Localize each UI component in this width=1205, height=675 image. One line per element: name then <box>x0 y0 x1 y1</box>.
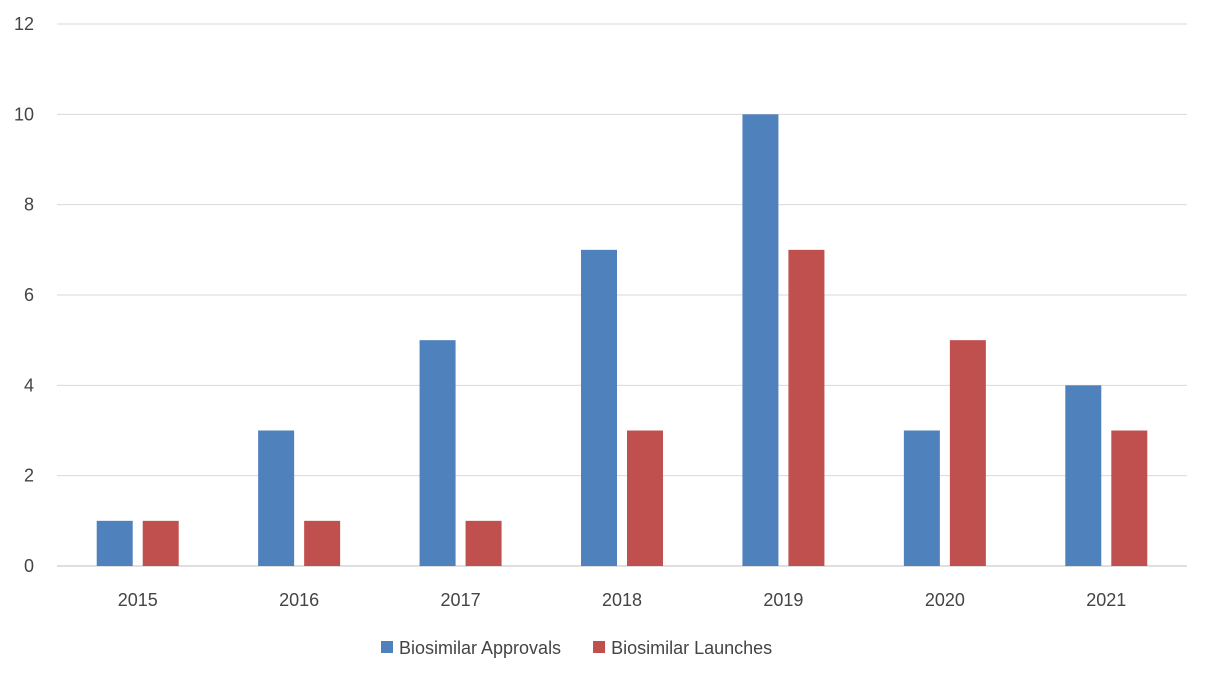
bar-biosimilar-approvals-2016 <box>258 430 295 566</box>
legend: Biosimilar Approvals Biosimilar Launches <box>381 638 772 658</box>
x-tick-label: 2015 <box>118 590 158 610</box>
y-tick-label: 4 <box>24 375 34 395</box>
bar-biosimilar-launches-2017 <box>465 520 502 566</box>
bar-biosimilar-approvals-2021 <box>1065 385 1102 566</box>
legend-item: Biosimilar Launches <box>593 638 772 658</box>
y-tick-label: 2 <box>24 466 34 486</box>
gridlines <box>57 23 1187 567</box>
bar-biosimilar-launches-2019 <box>788 249 825 567</box>
bar-biosimilar-approvals-2019 <box>742 114 779 566</box>
bar-biosimilar-launches-2021 <box>1111 430 1148 566</box>
legend-swatch <box>381 641 393 653</box>
x-tick-label: 2016 <box>279 590 319 610</box>
x-tick-label: 2019 <box>763 590 803 610</box>
bar-biosimilar-approvals-2020 <box>903 430 940 566</box>
bar-biosimilar-approvals-2015 <box>96 520 133 566</box>
x-tick-label: 2017 <box>441 590 481 610</box>
x-tick-label: 2020 <box>925 590 965 610</box>
x-axis-tick-labels: 2015 2016 2017 2018 2019 2020 2021 <box>118 590 1127 610</box>
bars <box>96 114 1148 567</box>
x-tick-label: 2018 <box>602 590 642 610</box>
y-axis-tick-labels: 0 2 4 6 8 10 12 <box>14 14 34 576</box>
legend-swatch <box>593 641 606 653</box>
legend-label: Biosimilar Launches <box>611 638 772 658</box>
y-tick-label: 6 <box>24 285 34 305</box>
bar-biosimilar-launches-2016 <box>304 520 341 566</box>
bar-biosimilar-launches-2018 <box>627 430 663 566</box>
bar-biosimilar-approvals-2017 <box>419 340 456 566</box>
y-tick-label: 8 <box>24 195 34 215</box>
legend-item: Biosimilar Approvals <box>381 638 561 658</box>
y-tick-label: 10 <box>14 104 34 124</box>
y-tick-label: 0 <box>24 556 34 576</box>
y-tick-label: 12 <box>14 14 34 34</box>
bar-biosimilar-launches-2020 <box>949 340 986 566</box>
legend-label: Biosimilar Approvals <box>399 638 561 658</box>
x-tick-label: 2021 <box>1086 590 1126 610</box>
bar-biosimilar-approvals-2018 <box>581 249 617 567</box>
bar-biosimilar-launches-2015 <box>142 520 179 566</box>
